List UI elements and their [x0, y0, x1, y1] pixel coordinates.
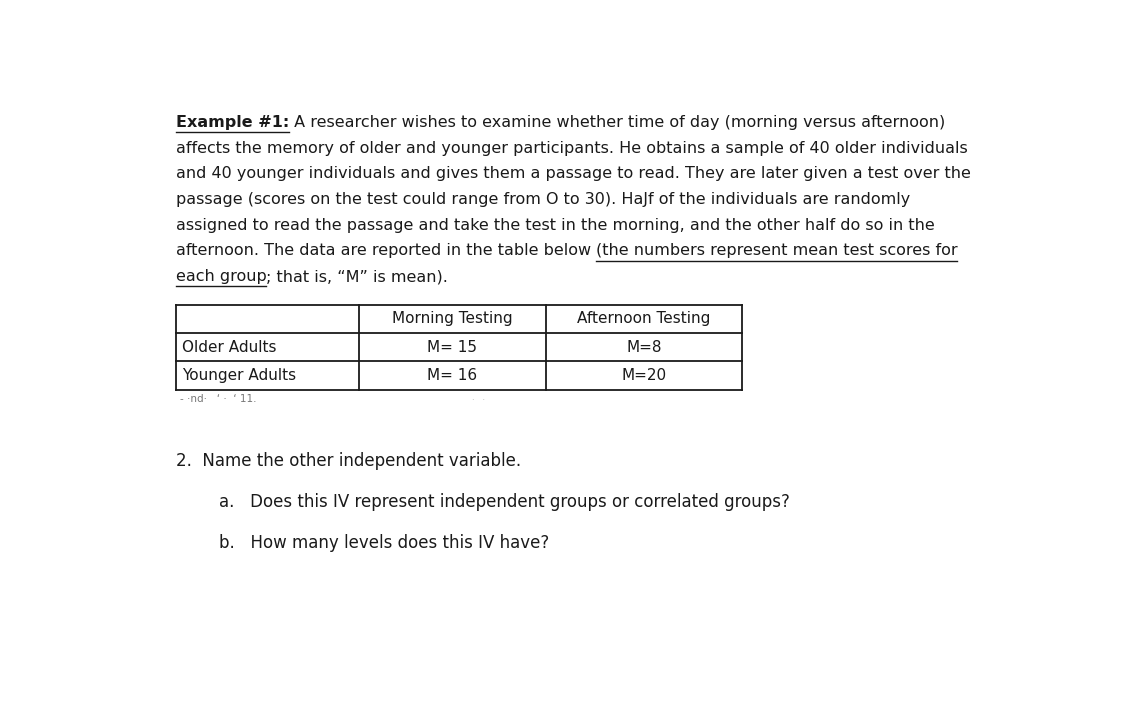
Text: Example #1:: Example #1:	[176, 115, 289, 130]
Text: M= 15: M= 15	[428, 340, 477, 354]
Text: b.   How many levels does this IV have?: b. How many levels does this IV have?	[219, 535, 549, 552]
Text: afternoon. The data are reported in the table below: afternoon. The data are reported in the …	[176, 243, 596, 258]
Text: Afternoon Testing: Afternoon Testing	[577, 311, 711, 326]
Text: each group: each group	[176, 269, 267, 284]
Text: Younger Adults: Younger Adults	[182, 368, 297, 383]
Text: - ·nd·   ‘ ·  ‘ 11.: - ·nd· ‘ · ‘ 11.	[180, 394, 256, 404]
Text: assigned to read the passage and take the test in the morning, and the other hal: assigned to read the passage and take th…	[176, 218, 934, 233]
Text: a.   Does this IV represent independent groups or correlated groups?: a. Does this IV represent independent gr…	[219, 493, 790, 511]
Text: 2.  Name the other independent variable.: 2. Name the other independent variable.	[176, 452, 521, 471]
Text: Morning Testing: Morning Testing	[392, 311, 513, 326]
Text: and 40 younger individuals and gives them a passage to read. They are later give: and 40 younger individuals and gives the…	[176, 167, 971, 182]
Text: M=8: M=8	[627, 340, 662, 354]
Text: affects the memory of older and younger participants. He obtains a sample of 40 : affects the memory of older and younger …	[176, 141, 968, 156]
Text: (the numbers represent mean test scores for: (the numbers represent mean test scores …	[596, 243, 957, 258]
Text: ; that is, “M” is mean).: ; that is, “M” is mean).	[267, 269, 448, 284]
Text: ·   ·: · ·	[472, 396, 485, 406]
Text: M= 16: M= 16	[428, 368, 477, 383]
Text: M=20: M=20	[622, 368, 667, 383]
Text: passage (scores on the test could range from O to 30). HaJf of the individuals a: passage (scores on the test could range …	[176, 192, 910, 207]
Text: A researcher wishes to examine whether time of day (morning versus afternoon): A researcher wishes to examine whether t…	[289, 115, 945, 130]
Text: Older Adults: Older Adults	[182, 340, 277, 354]
